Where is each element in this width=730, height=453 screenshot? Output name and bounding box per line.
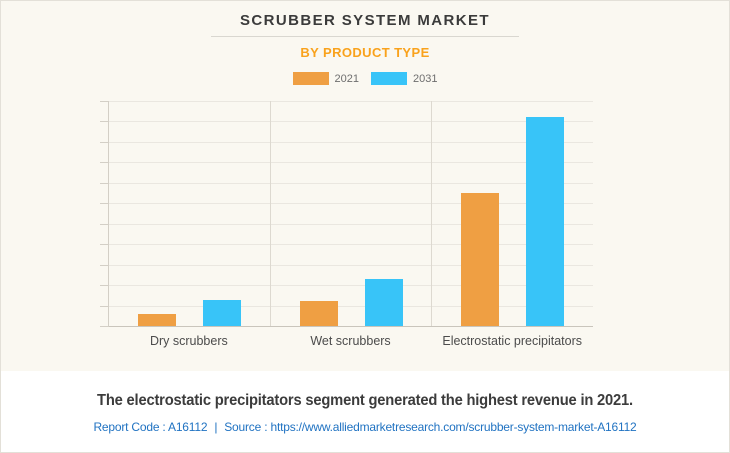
gridline xyxy=(109,182,593,184)
chart-legend: 2021 2031 xyxy=(1,72,729,85)
bar-2021-electrostatic-precipitators xyxy=(461,193,500,326)
bar-group-electrostatic-precipitators xyxy=(431,101,593,326)
source-label: Source : xyxy=(224,420,268,434)
gridline xyxy=(109,285,593,287)
gridline xyxy=(109,101,593,102)
y-axis-tick xyxy=(100,223,109,225)
y-axis-tick xyxy=(100,101,109,102)
y-axis-tick xyxy=(100,203,109,205)
category-label-dry-scrubbers: Dry scrubbers xyxy=(149,334,228,348)
legend-swatch-2031 xyxy=(371,72,407,85)
y-axis-tick xyxy=(100,182,109,184)
gridline xyxy=(109,203,593,205)
y-axis-tick xyxy=(100,141,109,143)
y-axis-tick xyxy=(100,162,109,164)
chart-card: SCRUBBER SYSTEM MARKET BY PRODUCT TYPE 2… xyxy=(1,1,729,371)
footer: The electrostatic precipitators segment … xyxy=(1,371,729,452)
gridline xyxy=(109,305,593,307)
gridline xyxy=(109,141,593,143)
chart-subtitle: BY PRODUCT TYPE xyxy=(300,45,430,60)
highlight-statement: The electrostatic precipitators segment … xyxy=(97,392,633,409)
category-label-electrostatic-precipitators: Electrostatic precipitators xyxy=(442,334,582,348)
legend-label-2021: 2021 xyxy=(334,72,359,85)
bar-2031-dry-scrubbers xyxy=(202,300,241,326)
category-label-wet-scrubbers: Wet scrubbers xyxy=(310,334,391,348)
bar-groups xyxy=(109,101,593,326)
report-code: Report Code : A16112 xyxy=(93,420,208,434)
chart-title: SCRUBBER SYSTEM MARKET xyxy=(240,12,490,29)
y-axis-tick xyxy=(100,285,109,287)
legend-item-2031: 2031 xyxy=(371,72,437,85)
gridline xyxy=(109,121,593,123)
bar-2031-electrostatic-precipitators xyxy=(526,117,565,326)
bar-2031-wet-scrubbers xyxy=(364,278,403,326)
gridline xyxy=(109,264,593,266)
legend-item-2021: 2021 xyxy=(292,72,359,85)
plot-area xyxy=(100,101,593,327)
title-divider xyxy=(211,36,519,37)
y-axis-tick xyxy=(100,326,109,327)
gridline xyxy=(109,244,593,246)
gridline xyxy=(109,223,593,225)
bar-group-dry-scrubbers xyxy=(109,101,270,326)
source-link[interactable]: https://www.alliedmarketresearch.com/scr… xyxy=(270,420,637,434)
separator: | xyxy=(214,420,218,434)
legend-swatch-2021 xyxy=(292,72,329,85)
bar-2021-dry-scrubbers xyxy=(137,313,176,326)
bar-group-wet-scrubbers xyxy=(269,101,432,326)
legend-label-2031: 2031 xyxy=(413,72,438,85)
y-axis-tick xyxy=(100,121,109,123)
bar-2021-wet-scrubbers xyxy=(299,301,338,326)
gridline xyxy=(109,162,593,164)
y-axis-tick xyxy=(100,264,109,266)
report-source-line: Report Code : A16112 | Source : https://ww… xyxy=(1,420,729,434)
category-axis-labels: Dry scrubbers Wet scrubbers Electrostatic … xyxy=(108,334,593,348)
y-axis-tick xyxy=(100,244,109,246)
y-axis-tick xyxy=(100,305,109,307)
